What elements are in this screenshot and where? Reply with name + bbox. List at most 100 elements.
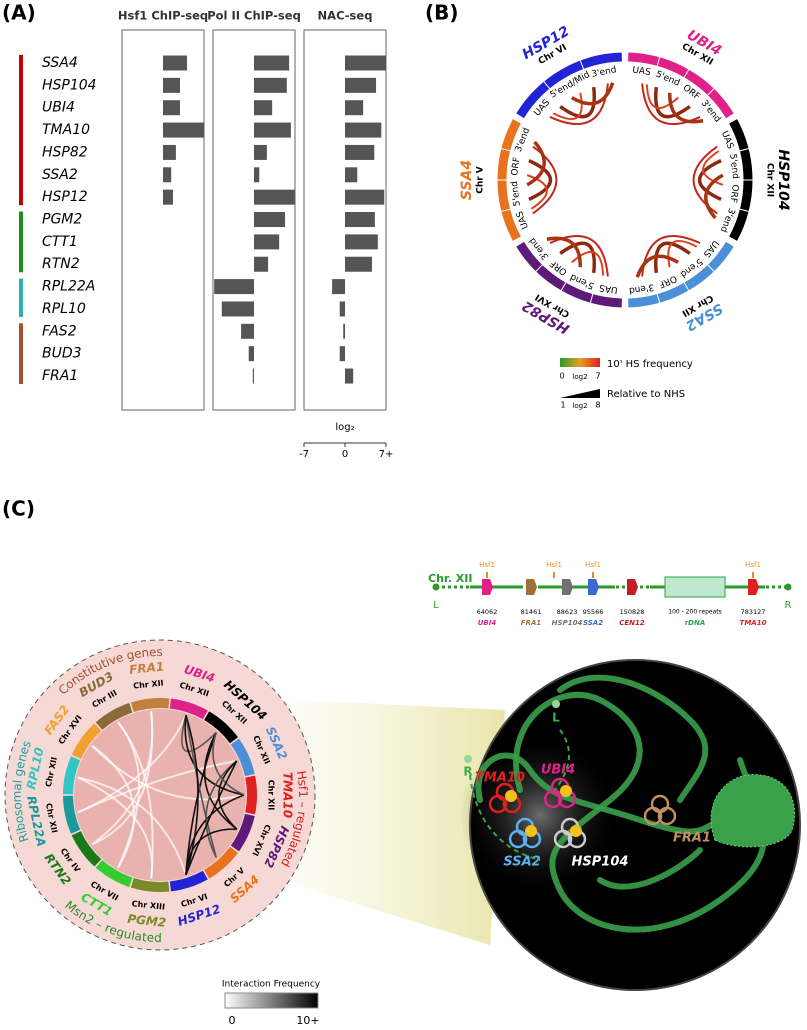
legend-title: 10' HS frequency bbox=[607, 359, 693, 370]
nucleus-glow bbox=[460, 735, 620, 895]
gene-band bbox=[204, 846, 238, 879]
x-tick-label: 7+ bbox=[379, 449, 394, 460]
x-tick-label: 0 bbox=[342, 449, 348, 460]
chromosome-label: Chr V bbox=[476, 166, 486, 194]
bar bbox=[345, 212, 375, 228]
category-label: BUD3 bbox=[42, 346, 82, 362]
nucleus-label: L bbox=[552, 711, 560, 725]
chromosome-label: Chr XII bbox=[133, 679, 164, 691]
gene-band bbox=[230, 738, 255, 777]
interaction-arc bbox=[91, 744, 245, 801]
category-label: FAS2 bbox=[42, 323, 77, 339]
region-divider bbox=[535, 264, 544, 273]
legend-tick: 7 bbox=[595, 372, 600, 381]
category-label: FRA1 bbox=[42, 368, 78, 384]
region-label: UAS bbox=[719, 130, 735, 151]
region-label: 5'end bbox=[727, 153, 740, 179]
category-label: RPL10 bbox=[42, 301, 86, 317]
bar bbox=[254, 167, 260, 183]
feature-marker bbox=[627, 579, 638, 595]
gene-band bbox=[71, 830, 102, 867]
feature-position: 64062 bbox=[477, 608, 498, 616]
interaction-arc bbox=[635, 254, 680, 278]
bar bbox=[163, 167, 172, 183]
hsf1-condensate bbox=[570, 825, 582, 837]
bar bbox=[254, 77, 287, 93]
gene-band bbox=[63, 756, 81, 795]
interaction-arc bbox=[181, 714, 217, 753]
gene-locus bbox=[488, 794, 508, 814]
interaction-arc bbox=[77, 776, 187, 876]
fiber-end bbox=[552, 700, 560, 708]
region-divider bbox=[543, 80, 551, 90]
group-bar bbox=[19, 278, 23, 317]
bar bbox=[163, 100, 180, 116]
region-label: 3'end bbox=[591, 65, 618, 80]
bar bbox=[332, 279, 345, 295]
legend-wedge bbox=[560, 389, 600, 398]
gene-locus bbox=[553, 829, 573, 849]
interaction-arc bbox=[552, 92, 583, 120]
chromosome-label: Chr XII bbox=[267, 780, 276, 810]
category-label: CTT1 bbox=[42, 234, 78, 250]
feature-label: UBI4 bbox=[478, 619, 497, 627]
gene-label: FRA1 bbox=[128, 659, 164, 677]
feature-label: HSP104 bbox=[552, 619, 583, 627]
facet-title: Hsf1 ChIP-seq bbox=[118, 9, 208, 23]
category-label: HSP82 bbox=[42, 144, 88, 160]
interaction-arc bbox=[526, 174, 548, 210]
legend-unit: log2 bbox=[572, 373, 587, 381]
bar bbox=[248, 346, 254, 362]
bar bbox=[163, 144, 176, 160]
hsf1-condensate bbox=[505, 790, 517, 802]
panel-label: (B) bbox=[425, 1, 459, 25]
feature-position: 95566 bbox=[583, 608, 604, 616]
region-label: UAS bbox=[632, 65, 652, 78]
bar bbox=[345, 55, 386, 71]
bar bbox=[163, 122, 204, 138]
bar bbox=[254, 55, 290, 71]
feature-marker bbox=[482, 579, 493, 595]
facet-frame bbox=[121, 29, 205, 411]
interaction-arc bbox=[77, 776, 154, 879]
nucleus-label: FRA1 bbox=[673, 831, 711, 846]
region-label: 5'end bbox=[510, 180, 523, 206]
facet-title: Pol II ChIP-seq bbox=[207, 9, 301, 23]
gene-label: SSA4 bbox=[459, 160, 475, 200]
interaction-arc bbox=[185, 714, 217, 858]
feature-position: 783127 bbox=[741, 608, 766, 616]
region-label: ORF bbox=[657, 273, 678, 289]
region-divider bbox=[500, 208, 511, 212]
group-bar bbox=[19, 323, 23, 385]
bar bbox=[254, 234, 280, 250]
feature-label: SSA2 bbox=[583, 619, 603, 627]
gene-band bbox=[130, 877, 170, 892]
gene-band bbox=[63, 795, 81, 834]
bar bbox=[254, 122, 291, 138]
interaction-arc bbox=[570, 82, 615, 106]
hsf1-condensate bbox=[525, 825, 537, 837]
bar bbox=[254, 212, 286, 228]
interaction-arc bbox=[645, 84, 679, 110]
gene-band bbox=[95, 703, 133, 730]
category-label: TMA10 bbox=[42, 122, 90, 138]
interaction-arc bbox=[77, 759, 237, 814]
interaction-arc bbox=[667, 92, 704, 124]
gene-band bbox=[169, 698, 208, 720]
region-divider bbox=[589, 293, 594, 304]
bar bbox=[345, 167, 358, 183]
segment-band bbox=[628, 52, 734, 119]
rdna-blob bbox=[710, 773, 796, 848]
bar bbox=[163, 77, 180, 93]
interaction-arc bbox=[571, 250, 605, 276]
fiber-end bbox=[464, 755, 472, 763]
legend-gradient bbox=[560, 358, 600, 367]
feature-label: rDNA bbox=[685, 619, 706, 627]
interaction-arc bbox=[698, 159, 722, 201]
category-label: HSP12 bbox=[42, 189, 88, 205]
region-divider bbox=[683, 281, 690, 292]
feature-marker bbox=[526, 579, 537, 595]
category-label: RPL22A bbox=[42, 279, 95, 295]
bar bbox=[345, 368, 354, 384]
gene-band bbox=[230, 813, 255, 852]
